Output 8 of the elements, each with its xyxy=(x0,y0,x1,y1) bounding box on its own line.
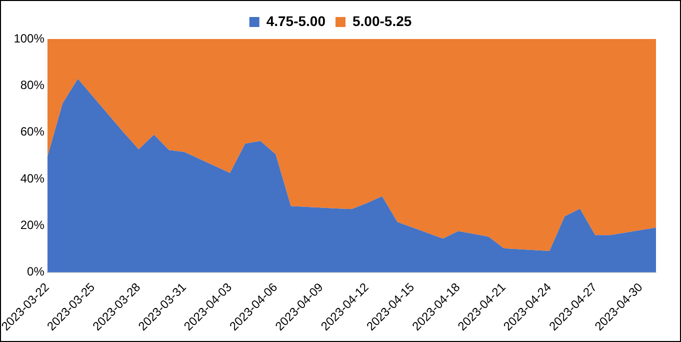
y-tick-label: 40% xyxy=(20,171,45,186)
legend-label: 4.75-5.00 xyxy=(266,12,326,29)
y-tick-label: 20% xyxy=(20,218,45,232)
legend-label: 5.00-5.25 xyxy=(352,12,412,29)
y-tick-label: 100% xyxy=(14,31,45,46)
y-tick-label: 60% xyxy=(20,124,45,139)
y-tick-label: 0% xyxy=(27,264,45,279)
y-tick-label: 80% xyxy=(20,78,45,92)
